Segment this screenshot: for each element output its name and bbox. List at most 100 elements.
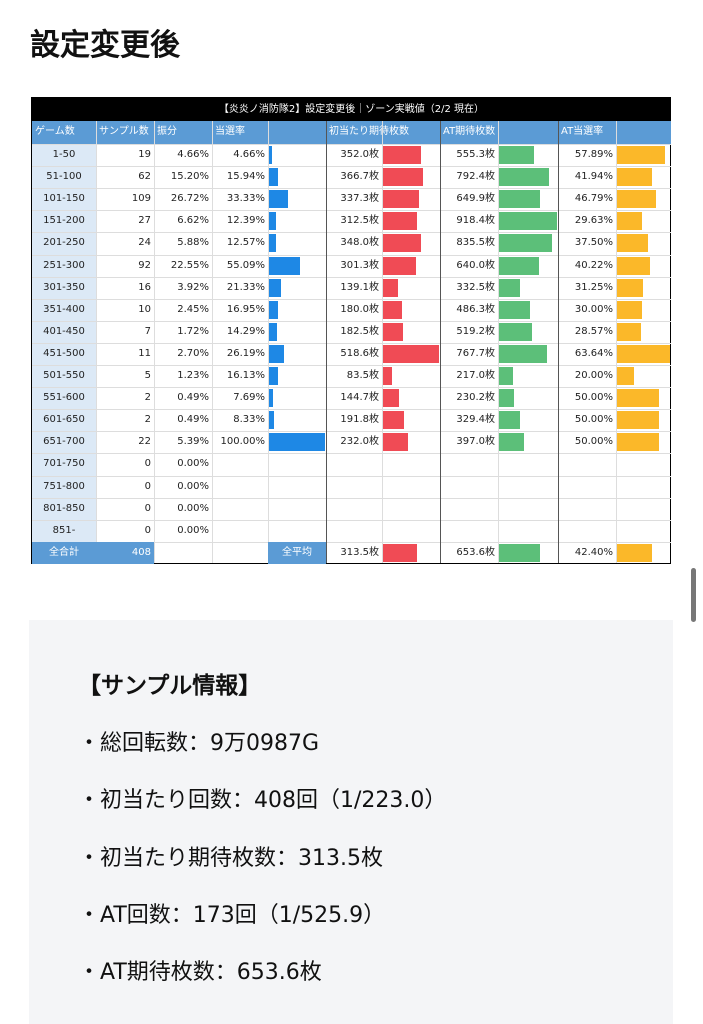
col-line: [212, 121, 213, 563]
data-bar: [269, 278, 281, 297]
cell: 397.0枚: [456, 436, 495, 448]
cell: 0.00%: [177, 502, 209, 514]
cell: 27: [138, 215, 151, 227]
cell: 0.00%: [177, 458, 209, 470]
cell: 92: [138, 259, 151, 271]
header-bg: [32, 121, 671, 144]
row-line: [32, 298, 671, 300]
cell: 401-450: [43, 325, 85, 337]
cell: 486.3枚: [456, 303, 495, 315]
cell: 26.72%: [170, 193, 209, 205]
cell: 1.23%: [177, 370, 209, 381]
data-bar: [617, 146, 666, 165]
col-line: [96, 121, 97, 563]
col-line: [498, 121, 499, 563]
data-bar: [617, 411, 659, 430]
info-item: ・AT回数：173回（1/525.9）: [78, 902, 386, 928]
cell: 14.29%: [226, 325, 265, 337]
cell: 701-750: [43, 458, 85, 470]
col-line: [616, 121, 617, 563]
col-line: [382, 121, 383, 563]
data-bar: [383, 256, 416, 275]
row-line: [32, 431, 671, 433]
col-line: [440, 121, 441, 563]
cell: 351-400: [43, 303, 85, 315]
column-header: 振分: [157, 126, 177, 137]
data-bar: [617, 543, 653, 562]
cell: 230.2枚: [456, 392, 495, 404]
data-bar: [269, 300, 279, 319]
info-item: ・初当たり回数：408回（1/223.0）: [78, 788, 447, 814]
cell: 101-150: [43, 193, 85, 205]
data-bar: [269, 168, 278, 187]
cell: 57.89%: [574, 149, 613, 160]
cell: 217.0枚: [456, 370, 495, 381]
data-bar: [499, 433, 525, 452]
cell: 232.0枚: [340, 436, 379, 448]
cell: 22: [138, 436, 151, 448]
row-line: [32, 210, 671, 212]
data-bar: [499, 190, 541, 209]
cell: 20.00%: [574, 370, 613, 381]
row-line: [32, 166, 671, 168]
cell: 11: [138, 347, 151, 359]
cell: 649.9枚: [456, 193, 495, 205]
cell: 30.00%: [574, 303, 613, 315]
row-line: [32, 453, 671, 455]
cell: 5.88%: [177, 237, 209, 249]
data-bar: [617, 212, 642, 231]
col-line: [154, 121, 155, 563]
cell: 37.50%: [574, 237, 613, 249]
cell: 50.00%: [574, 436, 613, 448]
cell: 19: [138, 149, 151, 160]
info-box: 【サンプル情報】 ・総回転数：9万0987G ・初当たり回数：408回（1/223…: [29, 620, 673, 1024]
cell: 519.2枚: [456, 325, 495, 337]
cell: 40.22%: [574, 259, 613, 271]
column-header: AT期待枚数: [443, 126, 496, 137]
cell: 31.25%: [574, 281, 613, 293]
row-line: [32, 365, 671, 366]
cell: 10: [138, 303, 151, 315]
cell: 0.00%: [177, 524, 209, 536]
row-line: [32, 387, 671, 389]
cell: 180.0枚: [340, 303, 379, 315]
data-bar: [617, 278, 644, 297]
col-line: [268, 121, 269, 563]
row-line: [32, 232, 671, 234]
cell: 15.20%: [170, 171, 209, 183]
total-cell: 全平均: [268, 541, 326, 564]
data-bar: [269, 367, 279, 386]
data-bar: [383, 300, 403, 319]
row-line: [32, 276, 671, 278]
cell: 0.49%: [177, 392, 209, 404]
cell: 62: [138, 171, 151, 183]
scrollbar[interactable]: [691, 568, 696, 622]
row-line: [32, 409, 671, 411]
data-bar: [499, 411, 520, 430]
cell: 26.19%: [226, 347, 265, 359]
cell: 16: [138, 281, 151, 293]
data-bar: [617, 367, 634, 386]
cell: 5: [144, 370, 151, 381]
cell: 0.49%: [177, 414, 209, 426]
data-bar: [383, 389, 399, 408]
cell: 366.7枚: [340, 171, 379, 183]
row-line: [32, 475, 671, 477]
cell: 348.0枚: [340, 237, 379, 249]
info-item: ・AT期待枚数：653.6枚: [78, 960, 322, 986]
data-bar: [499, 168, 550, 187]
data-bar: [383, 411, 404, 430]
cell: 0: [144, 524, 151, 536]
cell: 55.09%: [226, 259, 265, 271]
col-line: [326, 121, 327, 563]
cell: 7.69%: [233, 392, 265, 404]
cell: 4.66%: [177, 149, 209, 160]
cell: 63.64%: [574, 347, 613, 359]
data-bar: [269, 389, 274, 408]
cell: 751-800: [43, 480, 85, 492]
cell: 5.39%: [177, 436, 209, 448]
data-bar: [269, 322, 277, 341]
data-bar: [383, 367, 393, 386]
data-bar: [269, 411, 274, 430]
